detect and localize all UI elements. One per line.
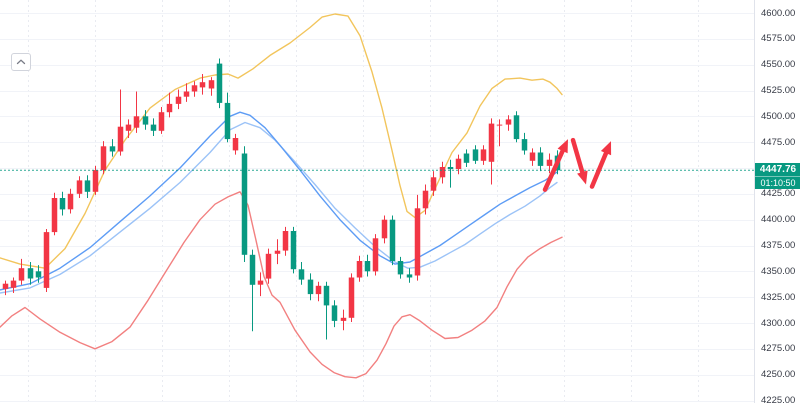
candle — [158, 107, 165, 134]
candle — [397, 256, 404, 279]
price-axis-tick: 4600.00 — [761, 7, 796, 19]
candle — [529, 148, 536, 166]
legend-collapse-button[interactable] — [11, 53, 31, 71]
candle — [51, 192, 58, 236]
candle — [142, 110, 149, 130]
current-price-badge: 4447.76 01:10:50 — [755, 163, 800, 190]
candle — [513, 111, 520, 143]
ma-slow-line — [0, 121, 558, 294]
price-axis[interactable]: 4447.76 01:10:50 4600.00 4575.00 4550.00 45… — [754, 0, 800, 403]
candle — [389, 215, 396, 266]
price-axis-tick: 4300.00 — [761, 317, 796, 329]
candle — [430, 171, 437, 196]
candle — [199, 74, 206, 95]
candle — [480, 145, 487, 165]
candle — [241, 146, 248, 262]
candle — [224, 92, 231, 143]
candle — [422, 184, 429, 215]
candle — [439, 161, 446, 184]
drawing-arrow-up-3[interactable] — [589, 141, 612, 189]
vertical-gridlines — [28, 0, 699, 403]
candle — [27, 262, 34, 285]
price-axis-tick: 4500.00 — [761, 110, 796, 122]
chevron-up-icon — [16, 58, 26, 66]
candle — [290, 226, 297, 274]
candle — [18, 258, 25, 285]
candle — [265, 248, 272, 284]
candle — [67, 188, 74, 214]
candle — [125, 119, 132, 138]
candle — [150, 118, 157, 136]
candle — [356, 255, 363, 282]
candle — [307, 273, 314, 301]
candle — [282, 226, 289, 256]
candle — [455, 154, 462, 175]
bollinger-lower-line — [0, 191, 563, 379]
candle — [298, 262, 305, 285]
candle — [166, 92, 173, 118]
candle — [175, 89, 182, 110]
candlestick-series — [2, 58, 561, 340]
candle — [43, 229, 50, 292]
candle — [216, 58, 223, 109]
candle — [447, 159, 454, 188]
chart-canvas[interactable] — [0, 0, 754, 403]
candle — [92, 165, 99, 195]
candle — [414, 194, 421, 281]
candle — [463, 149, 470, 167]
candle — [496, 119, 503, 147]
candle — [10, 277, 17, 293]
candle — [232, 133, 239, 155]
candle — [340, 309, 347, 331]
candle — [521, 132, 528, 155]
candle — [249, 249, 256, 332]
candle — [505, 115, 512, 131]
price-axis-tick: 4325.00 — [761, 291, 796, 303]
candle — [331, 300, 338, 328]
drawing-arrow-up-1[interactable] — [542, 139, 568, 192]
drawing-arrow-down-2[interactable] — [570, 137, 588, 185]
candle — [257, 272, 264, 297]
candle — [323, 281, 330, 340]
price-axis-tick: 4525.00 — [761, 85, 796, 96]
price-axis-tick: 4275.00 — [761, 343, 796, 355]
candle — [315, 281, 322, 302]
candle — [183, 83, 190, 102]
bollinger-upper-line — [0, 13, 563, 269]
candle — [2, 280, 9, 296]
bar-countdown-timer: 01:10:50 — [755, 176, 800, 190]
price-axis-tick: 4475.00 — [761, 136, 796, 148]
candle — [406, 268, 413, 283]
candle — [364, 254, 371, 277]
price-axis-tick: 4575.00 — [761, 33, 796, 45]
candle — [208, 77, 215, 96]
candle — [191, 81, 198, 97]
candle — [109, 139, 116, 157]
price-axis-tick: 4350.00 — [761, 265, 796, 277]
current-price-value: 4447.76 — [755, 163, 800, 177]
ma-fast-line — [0, 111, 558, 291]
candle — [537, 147, 544, 172]
price-axis-tick: 4250.00 — [761, 369, 796, 381]
candle — [472, 145, 479, 164]
candle — [35, 265, 42, 283]
price-axis-tick: 4225.00 — [761, 395, 796, 403]
candle — [133, 91, 140, 133]
price-axis-tick: 4400.00 — [761, 214, 796, 226]
candle — [59, 191, 66, 216]
price-axis-tick: 4425.00 — [761, 188, 796, 200]
candle — [117, 89, 124, 156]
horizontal-gridlines — [0, 13, 754, 402]
price-axis-tick: 4550.00 — [761, 59, 796, 71]
candle — [84, 175, 91, 198]
candle — [488, 118, 495, 185]
candle — [381, 215, 388, 244]
candle — [372, 234, 379, 276]
candle — [100, 141, 107, 175]
candle — [76, 176, 83, 198]
candle — [274, 239, 281, 265]
candle — [348, 273, 355, 322]
price-axis-tick: 4375.00 — [761, 240, 796, 251]
